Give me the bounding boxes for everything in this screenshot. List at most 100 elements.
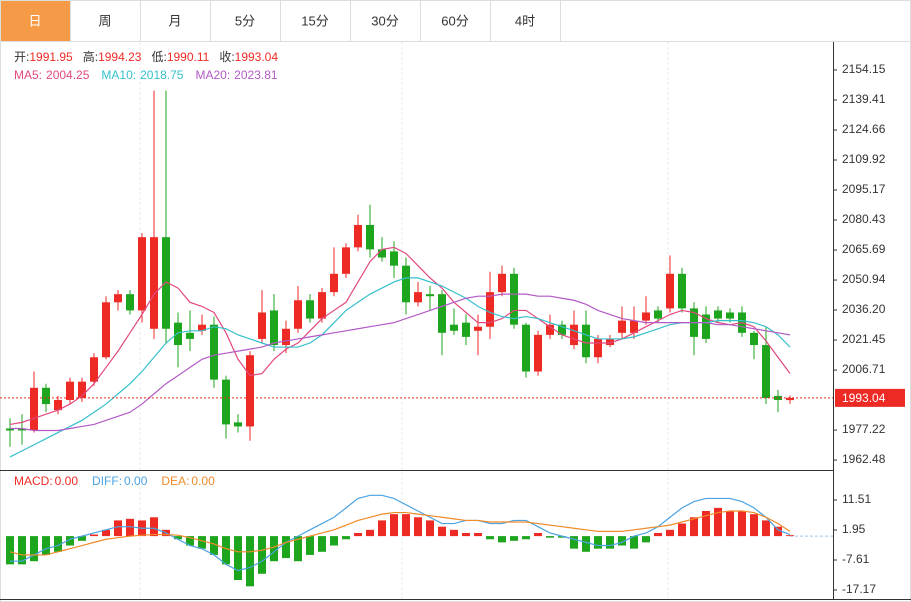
candle-body — [414, 292, 422, 303]
candle-body — [786, 397, 794, 401]
candle-body — [78, 381, 86, 398]
y-tick-label: 2154.15 — [842, 62, 886, 76]
candle-body — [150, 237, 158, 329]
legend-value: 2018.75 — [140, 68, 184, 82]
y-tick-label: 2006.71 — [842, 362, 886, 376]
macd-bar — [222, 536, 230, 565]
candle-body — [426, 294, 434, 297]
series-line — [9, 277, 791, 458]
y-tick-label: -17.17 — [842, 582, 876, 596]
legend-label: MA10: — [101, 68, 136, 82]
candle-body — [726, 312, 734, 319]
tab-label: 月 — [168, 13, 181, 28]
legend-label: MA20: — [195, 68, 230, 82]
legend-value: 0.00 — [55, 474, 79, 488]
candle-body — [102, 302, 110, 358]
candle-body — [138, 237, 146, 311]
y-tick-label: 1962.48 — [842, 452, 886, 466]
tab[interactable]: 周 — [70, 0, 141, 42]
tab[interactable]: 30分 — [350, 0, 421, 42]
macd-bar — [258, 536, 266, 574]
y-tick-label: 2124.66 — [842, 122, 886, 136]
macd-bar — [666, 529, 674, 537]
y-tick-label: 1977.22 — [842, 422, 886, 436]
series-line — [9, 246, 791, 426]
candle-body — [630, 320, 638, 333]
tab[interactable]: 4时 — [490, 0, 561, 42]
legend-label: DIFF: — [92, 474, 122, 488]
candle-body — [390, 251, 398, 266]
candle-body — [282, 328, 290, 346]
y-tick-label: 2036.20 — [842, 302, 886, 316]
macd-bar — [738, 511, 746, 537]
candle-body — [654, 310, 662, 319]
info-value: 1990.11 — [167, 50, 210, 64]
candle-body — [342, 247, 350, 274]
macd-bar — [6, 536, 14, 565]
macd-bar — [366, 529, 374, 537]
legend-label: MACD: — [14, 474, 53, 488]
macd-bar — [414, 517, 422, 537]
macd-bar — [690, 517, 698, 537]
macd-bar — [570, 536, 578, 549]
tab[interactable]: 5分 — [210, 0, 281, 42]
tab-label: 4时 — [515, 13, 535, 28]
macd-bar — [30, 536, 38, 562]
candle-body — [666, 273, 674, 309]
candle-body — [450, 324, 458, 331]
candle-body — [462, 322, 470, 337]
candle-body — [174, 322, 182, 346]
candle-body — [378, 249, 386, 258]
tab-label: 30分 — [371, 13, 398, 28]
macd-bar — [126, 518, 134, 537]
candle-body — [294, 300, 302, 329]
candle-body — [366, 224, 374, 250]
candle-body — [486, 292, 494, 327]
candle-body — [330, 273, 338, 293]
tab[interactable]: 日 — [0, 0, 71, 42]
macd-bar — [582, 536, 590, 552]
tab-bg — [140, 0, 211, 42]
candle-body — [126, 294, 134, 311]
candle-body — [558, 324, 566, 335]
macd-bar — [330, 536, 338, 546]
candle-body — [6, 428, 14, 431]
macd-bar — [642, 536, 650, 543]
candle-body — [594, 338, 602, 358]
candle-body — [90, 357, 98, 382]
macd-bar — [510, 536, 518, 541]
info-label: 开: — [14, 50, 29, 64]
macd-bar — [534, 532, 542, 537]
macd-bar — [66, 536, 74, 546]
tab[interactable]: 月 — [140, 0, 211, 42]
macd-bar — [498, 536, 506, 543]
candle-body — [534, 334, 542, 372]
legend-label: MA5: — [14, 68, 42, 82]
macd-bar — [114, 520, 122, 537]
candle-body — [246, 355, 254, 427]
macd-bar — [294, 536, 302, 562]
macd-bar — [474, 532, 482, 537]
candle-body — [42, 387, 50, 405]
macd-bar — [762, 520, 770, 537]
tab[interactable]: 60分 — [420, 0, 491, 42]
macd-bar — [390, 514, 398, 537]
tab-bg — [490, 0, 561, 42]
macd-bar — [246, 536, 254, 587]
macd-bar — [618, 536, 626, 546]
macd-bar — [282, 536, 290, 559]
candle-body — [222, 379, 230, 425]
macd-bar — [18, 536, 26, 565]
tab[interactable]: 15分 — [280, 0, 351, 42]
candle-body — [522, 324, 530, 372]
macd-bar — [342, 536, 350, 540]
info-value: 1994.23 — [98, 50, 142, 64]
macd-bar — [702, 511, 710, 537]
candle-body — [750, 332, 758, 346]
legend-value: 2004.25 — [46, 68, 90, 82]
y-tick-label: 2139.41 — [842, 92, 886, 106]
tab-bg — [420, 0, 491, 42]
candle-body — [54, 399, 62, 411]
y-tick-label: 2080.43 — [842, 212, 886, 226]
